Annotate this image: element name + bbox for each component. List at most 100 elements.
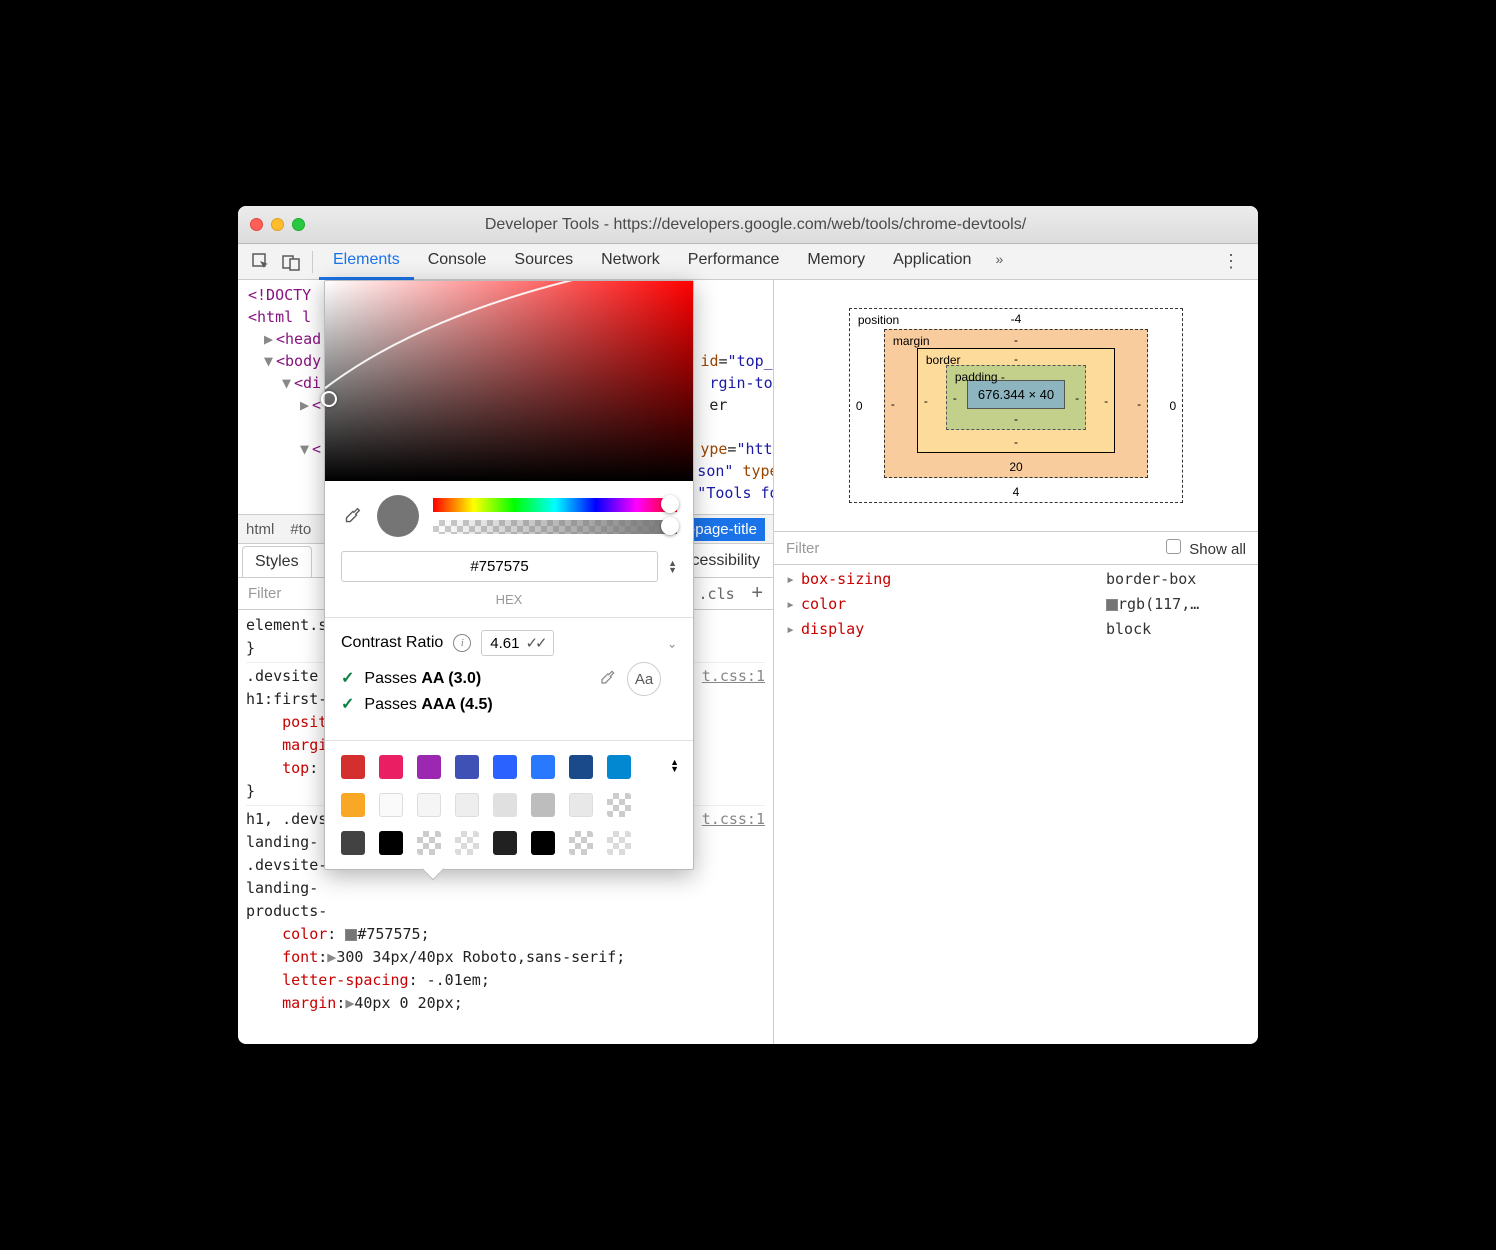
swatch[interactable] [341,831,365,855]
swatch[interactable] [455,755,479,779]
device-toggle-icon[interactable] [276,248,306,276]
computed-list: box-sizing border-box color rgb(117,… di… [774,565,1258,644]
devtools-toolbar: Elements Console Sources Network Perform… [238,244,1258,280]
breadcrumb-item[interactable]: #to [290,521,311,538]
bm-value: - [1014,412,1018,426]
check-icon: ✓✓ [525,634,544,652]
eyedropper-bg-icon[interactable] [597,668,617,691]
color-handle[interactable] [321,391,337,407]
color-swatch-icon[interactable] [345,929,357,941]
text-sample-button[interactable]: Aa [627,662,661,696]
swatch[interactable] [493,755,517,779]
tab-console[interactable]: Console [414,243,501,280]
show-all-label: Show all [1189,541,1246,558]
bm-border[interactable]: border - - - - padding - - - - 676.344 ×… [917,348,1115,453]
minimize-button[interactable] [271,218,284,231]
swatch[interactable] [341,755,365,779]
breadcrumb-item[interactable]: html [246,521,274,538]
hue-slider[interactable] [433,498,677,512]
traffic-lights [250,218,305,231]
bm-value: 4 [1013,485,1020,499]
new-rule-button[interactable]: + [751,582,763,604]
slider-thumb[interactable] [661,517,679,535]
kebab-menu-icon[interactable]: ⋮ [1212,251,1250,272]
color-picker: ▲▼ HEX Contrast Ratio i 4.61 ✓✓ ⌃ ✓ [324,280,694,870]
swatch[interactable] [531,793,555,817]
bm-value: - [1014,352,1018,366]
css-prop[interactable]: color: #757575; [246,923,765,946]
swatch[interactable] [531,831,555,855]
slider-thumb[interactable] [661,495,679,513]
tab-styles[interactable]: Styles [242,546,312,577]
tab-performance[interactable]: Performance [674,243,794,280]
show-all-checkbox[interactable] [1166,539,1181,554]
bm-value: 0 [856,399,863,413]
rule[interactable]: products- [246,900,765,923]
css-prop[interactable]: letter-spacing: -.01em; [246,969,765,992]
swatch[interactable] [455,831,479,855]
bm-padding[interactable]: padding - - - - 676.344 × 40 [946,365,1086,430]
tab-application[interactable]: Application [879,243,985,280]
saturation-lightness-field[interactable] [325,281,693,481]
swatch[interactable] [569,793,593,817]
css-prop[interactable]: font:▶300 34px/40px Roboto,sans-serif; [246,946,765,969]
rule[interactable]: landing- [246,877,765,900]
box-model: position -4 0 0 4 margin - - - 20 border… [774,280,1258,531]
swatch[interactable] [493,831,517,855]
swatch[interactable] [379,793,403,817]
inspect-icon[interactable] [246,248,276,276]
bm-value: 20 [1009,460,1022,474]
contrast-section: Contrast Ratio i 4.61 ✓✓ ⌃ ✓ Passes AA (… [325,618,693,740]
bm-value: - [924,394,928,408]
swatch[interactable] [607,755,631,779]
panel-tabs: Elements Console Sources Network Perform… [319,243,1212,280]
swatch[interactable] [493,793,517,817]
picker-controls [325,481,693,551]
alpha-slider[interactable] [433,520,677,534]
bm-label: position [858,313,899,327]
close-button[interactable] [250,218,263,231]
tab-network[interactable]: Network [587,243,674,280]
swatch[interactable] [379,831,403,855]
swatch-stepper[interactable]: ▲▼ [670,759,679,773]
filter-label[interactable]: Filter [248,585,281,602]
bm-value: - [1104,394,1108,408]
swatch[interactable] [417,793,441,817]
tab-memory[interactable]: Memory [793,243,879,280]
css-prop[interactable]: margin:▶40px 0 20px; [246,992,765,1015]
bm-content[interactable]: 676.344 × 40 [967,380,1065,409]
hex-input[interactable] [341,551,658,582]
bm-margin[interactable]: margin - - - 20 border - - - - padding [884,329,1148,478]
swatch[interactable] [341,793,365,817]
eyedropper-icon[interactable] [341,505,363,527]
swatch[interactable] [569,831,593,855]
bm-position[interactable]: position -4 0 0 4 margin - - - 20 border… [849,308,1183,503]
computed-row[interactable]: color rgb(117,… [786,592,1246,617]
maximize-button[interactable] [292,218,305,231]
swatch[interactable] [531,755,555,779]
bm-value: - [1014,333,1018,347]
right-panel: position -4 0 0 4 margin - - - 20 border… [774,280,1258,1044]
swatch[interactable] [417,831,441,855]
devtools-window: Developer Tools - https://developers.goo… [238,206,1258,1044]
swatch[interactable] [607,831,631,855]
check-icon: ✓ [341,692,354,718]
more-tabs-icon[interactable]: » [985,243,1011,280]
computed-row[interactable]: display block [786,617,1246,642]
swatch[interactable] [417,755,441,779]
tab-elements[interactable]: Elements [319,243,414,280]
format-stepper[interactable]: ▲▼ [668,560,677,574]
swatch[interactable] [569,755,593,779]
filter-label[interactable]: Filter [786,540,819,557]
computed-row[interactable]: box-sizing border-box [786,567,1246,592]
swatch-palette: ▲▼ [325,741,693,869]
info-icon[interactable]: i [453,634,471,652]
contrast-passes: ✓ Passes AA (3.0) ✓ Passes AAA (4.5) Aa [341,656,677,728]
cls-button[interactable]: .cls [699,585,735,603]
tab-sources[interactable]: Sources [500,243,587,280]
swatch[interactable] [455,793,479,817]
swatch[interactable] [379,755,403,779]
swatch[interactable] [607,793,631,817]
chevron-up-icon[interactable]: ⌃ [667,636,677,650]
divider [312,251,313,273]
